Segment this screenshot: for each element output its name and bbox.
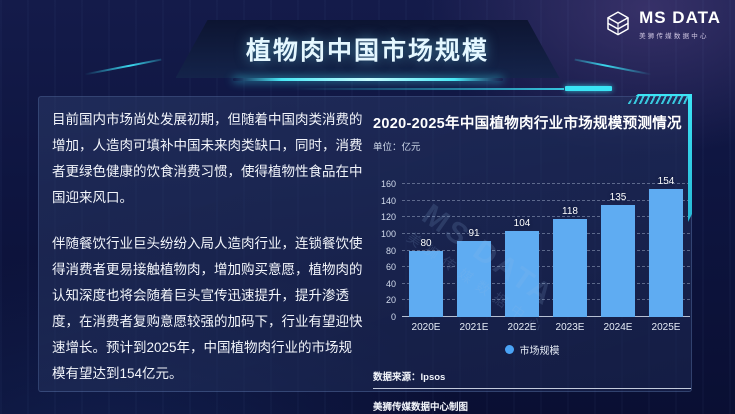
bar-rect: [601, 204, 635, 317]
plot-area: 80 91 104 118 135 154: [402, 176, 690, 317]
bar-chart: 0 20 40 60 80 100 120 140 160 80 91 104 118 135 154: [373, 166, 691, 322]
banner-trapezoid: [176, 20, 560, 78]
chart-unit-label: 单位：亿元: [373, 142, 421, 153]
bar-rect: [553, 218, 587, 317]
banner-left-accent-line: [84, 58, 161, 76]
y-tick-label: 160: [380, 179, 396, 189]
y-tick-label: 0: [390, 312, 396, 322]
bar-2022E: 104: [505, 218, 539, 317]
x-tick-label: 2025E: [651, 322, 681, 333]
chart-section: 2020-2025年中国植物肉行业市场规模预测情况 单位：亿元 0 20 40 60 8…: [373, 112, 691, 413]
bar-2024E: 135: [601, 192, 635, 317]
gridline-80: [402, 249, 690, 251]
x-tick-label: 2022E: [507, 322, 537, 333]
legend-label: 市场规模: [519, 346, 560, 357]
x-tick-label: 2021E: [459, 322, 489, 333]
content-panel: 目前国内市场尚处发展初期，但随着中国肉类消费的增加，人造肉可填补中国未来肉类缺口…: [38, 94, 692, 413]
x-tick-label: 2020E: [411, 322, 441, 333]
chart-title: 2020-2025年中国植物肉行业市场规模预测情况: [373, 116, 682, 132]
bar-value-label: 91: [468, 228, 480, 240]
logo-subtitle: 美狮传媒数据中心: [639, 32, 709, 40]
legend-dot-icon: [504, 345, 514, 354]
gridline-100: [402, 232, 690, 234]
x-tick-label: 2024E: [603, 322, 633, 333]
bar-rect: [409, 250, 443, 317]
y-tick-label: 140: [380, 195, 396, 206]
bar-rect: [505, 230, 539, 317]
page-title: 植物肉中国市场规模: [245, 37, 489, 65]
corner-bar-decoration: [688, 94, 692, 222]
title-banner: 植物肉中国市场规模: [84, 20, 651, 81]
y-tick-label: 100: [380, 228, 396, 239]
gridline-120: [402, 216, 690, 218]
y-tick-label: 20: [385, 295, 396, 306]
bar-rect: [649, 189, 683, 317]
bar-value-label: 118: [562, 205, 578, 217]
bars-container: 80 91 104 118 135 154: [402, 176, 690, 317]
bar-2021E: 91: [457, 228, 491, 317]
chart-legend: 市场规模: [373, 342, 691, 357]
bar-value-label: 104: [513, 217, 531, 229]
bar-2025E: 154: [649, 176, 683, 317]
y-axis: 0 20 40 60 80 100 120 140 160: [373, 179, 396, 322]
y-tick-label: 60: [385, 262, 396, 273]
gridline-60: [402, 266, 690, 268]
header-accent-cap: [565, 86, 612, 91]
bar-value-label: 154: [657, 176, 675, 187]
source-divider-line: [373, 388, 691, 389]
banner-glow-line: [232, 78, 503, 81]
ms-data-logo: MS DATA 美狮传媒数据中心: [603, 8, 721, 40]
bar-rect: [457, 241, 491, 317]
y-tick-label: 80: [385, 245, 396, 256]
bar-2020E: 80: [409, 237, 443, 317]
banner-right-accent-line: [574, 58, 651, 76]
x-tick-label: 2023E: [555, 322, 585, 333]
gridline-160: [402, 183, 690, 184]
gridline-20: [402, 299, 690, 301]
bar-value-label: 135: [609, 191, 627, 203]
x-axis-labels: 2020E 2021E 2022E 2023E 2024E 2025E: [402, 322, 690, 333]
corner-hatch-decoration: [626, 94, 692, 104]
cube-logo-icon: [607, 11, 629, 36]
credit-label: 美狮传媒数据中心制图: [373, 402, 469, 413]
header-accent-line: [292, 88, 564, 90]
data-source-label: 数据来源：Ipsos: [373, 372, 446, 383]
logo-name: MS DATA: [639, 8, 721, 27]
gridline-40: [402, 282, 690, 284]
bar-2023E: 118: [553, 206, 587, 317]
y-tick-label: 40: [385, 278, 396, 289]
summary-paragraph-1: 目前国内市场尚处发展初期，但随着中国肉类消费的增加，人造肉可填补中国未来肉类缺口…: [52, 112, 363, 205]
gridline-0: [402, 316, 690, 317]
y-tick-label: 120: [380, 212, 396, 223]
summary-paragraph-2: 伴随餐饮行业巨头纷纷入局人造肉行业，连锁餐饮使得消费者更易接触植物肉，增加购买意…: [52, 236, 363, 381]
summary-text-block: 目前国内市场尚处发展初期，但随着中国肉类消费的增加，人造肉可填补中国未来肉类缺口…: [52, 107, 364, 387]
gridline-140: [402, 199, 690, 201]
bar-value-label: 80: [420, 237, 432, 249]
